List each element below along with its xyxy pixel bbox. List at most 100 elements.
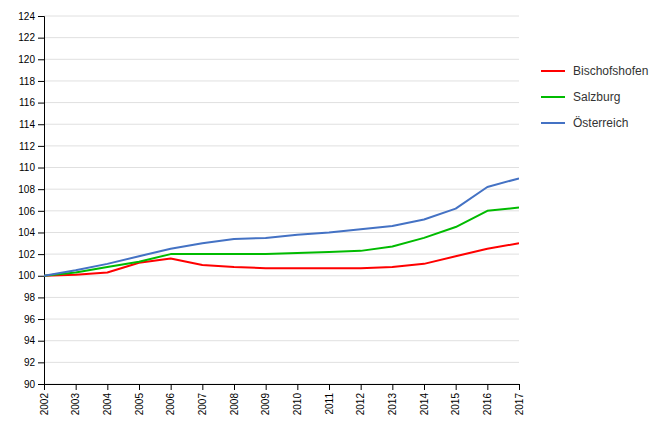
x-tick-label: 2007: [197, 393, 208, 416]
y-tick-label: 90: [24, 379, 36, 390]
legend: Bischofshofen Salzburg Österreich: [541, 64, 648, 130]
x-tick: 2015: [450, 384, 461, 415]
series-line: [44, 208, 519, 276]
y-tick-mark: [38, 189, 44, 190]
chart: 2002200320042005200620072008200920102011…: [0, 0, 669, 432]
series-line: [44, 243, 519, 275]
y-tick-label: 102: [18, 249, 35, 260]
x-tick-label: 2009: [260, 393, 271, 416]
y-tick-label: 118: [19, 76, 35, 87]
grid-line: [44, 124, 519, 125]
grid-line: [44, 102, 519, 103]
y-tick-label: 94: [24, 335, 36, 346]
y-tick-label: 116: [19, 97, 35, 108]
y-tick-label: 114: [19, 119, 35, 130]
y-tick: 118: [19, 76, 44, 87]
x-tick: 2016: [482, 384, 493, 415]
y-tick: 106: [18, 206, 44, 217]
y-tick-mark: [38, 319, 44, 320]
legend-label: Österreich: [573, 116, 628, 130]
y-tick-mark: [38, 124, 44, 125]
legend-item: Bischofshofen: [541, 64, 648, 78]
y-tick-mark: [38, 211, 44, 212]
grid-line: [44, 232, 519, 233]
x-tick: 2010: [292, 384, 303, 415]
y-tick-label: 106: [18, 206, 35, 217]
x-tick-label: 2004: [102, 393, 113, 416]
x-tick-mark: [392, 384, 393, 390]
y-tick-label: 120: [18, 54, 35, 65]
x-tick-mark: [519, 384, 520, 390]
y-tick: 112: [19, 141, 44, 152]
y-tick-mark: [38, 168, 44, 169]
y-tick-mark: [38, 103, 44, 104]
x-tick-label: 2003: [70, 393, 81, 416]
x-tick-label: 2011: [324, 393, 335, 415]
y-tick: 90: [24, 379, 44, 390]
grid-line: [44, 16, 519, 17]
x-tick-label: 2014: [419, 393, 430, 416]
grid: [44, 16, 519, 384]
y-tick-mark: [38, 362, 44, 363]
x-tick-mark: [266, 384, 267, 390]
x-tick-mark: [76, 384, 77, 390]
y-tick: 120: [18, 54, 44, 65]
grid-line: [44, 189, 519, 190]
legend-item: Österreich: [541, 116, 628, 130]
y-tick-mark: [38, 384, 44, 385]
y-tick: 94: [24, 335, 44, 346]
x-tick: 2012: [355, 384, 366, 415]
legend-swatch: [541, 122, 565, 124]
grid-line: [44, 145, 519, 146]
x-tick-label: 2013: [387, 393, 398, 416]
grid-line: [44, 275, 519, 276]
grid-line: [44, 319, 519, 320]
x-tick-mark: [107, 384, 108, 390]
y-tick-label: 92: [24, 357, 36, 368]
y-tick: 122: [18, 32, 44, 43]
legend-label: Bischofshofen: [573, 64, 648, 78]
y-tick: 124: [18, 11, 44, 22]
x-tick: 2011: [324, 384, 335, 415]
y-tick: 98: [24, 292, 44, 303]
grid-line: [44, 167, 519, 168]
y-tick-mark: [38, 254, 44, 255]
x-tick: 2013: [387, 384, 398, 415]
grid-line: [44, 297, 519, 298]
x-axis-line: [45, 385, 520, 391]
x-tick: 2002: [39, 384, 50, 415]
x-tick: 2017: [514, 384, 525, 415]
y-tick-mark: [38, 16, 44, 17]
x-tick-label: 2016: [482, 393, 493, 416]
x-tick-mark: [202, 384, 203, 390]
y-tick-mark: [38, 232, 44, 233]
grid-line: [44, 362, 519, 363]
y-axis-line: [38, 17, 45, 385]
grid-line: [44, 59, 519, 60]
y-tick-label: 108: [18, 184, 35, 195]
x-axis: 2002200320042005200620072008200920102011…: [39, 384, 525, 415]
y-tick-mark: [38, 297, 44, 298]
x-tick: 2014: [419, 384, 430, 415]
x-tick-mark: [171, 384, 172, 390]
x-tick-label: 2005: [134, 393, 145, 416]
x-tick-label: 2006: [165, 393, 176, 416]
y-tick: 96: [24, 314, 44, 325]
x-tick-mark: [487, 384, 488, 390]
legend-item: Salzburg: [541, 90, 620, 104]
y-tick-mark: [38, 146, 44, 147]
x-tick: 2004: [102, 384, 113, 415]
x-tick: 2005: [134, 384, 145, 415]
y-axis: 9092949698100102104106108110112114116118…: [18, 11, 44, 390]
x-tick: 2006: [165, 384, 176, 415]
grid-line: [44, 340, 519, 341]
y-tick-label: 100: [18, 270, 35, 281]
x-tick: 2009: [260, 384, 271, 415]
y-tick-label: 96: [24, 314, 36, 325]
y-tick-label: 98: [24, 292, 36, 303]
y-tick-label: 104: [18, 227, 35, 238]
x-tick-mark: [329, 384, 330, 390]
y-tick: 92: [24, 357, 44, 368]
grid-line: [44, 37, 519, 38]
y-tick-label: 122: [18, 32, 35, 43]
